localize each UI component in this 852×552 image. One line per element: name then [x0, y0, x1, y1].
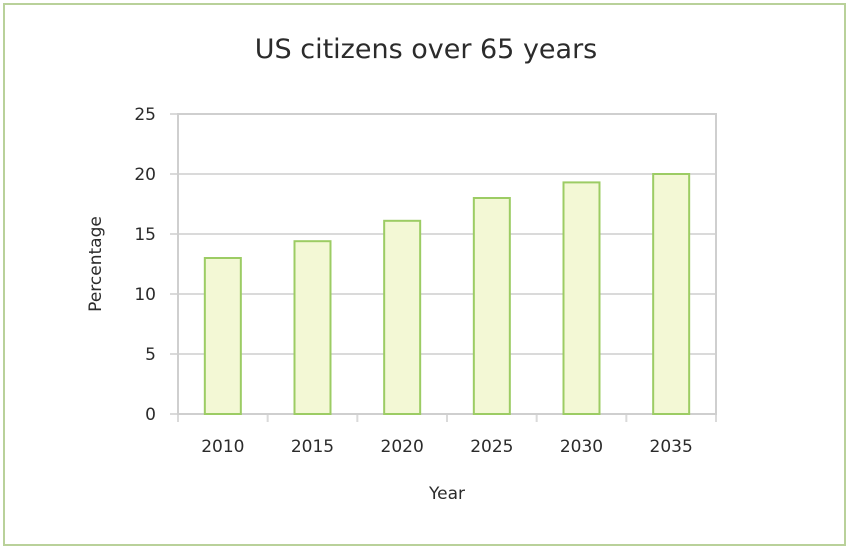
bar-2020	[383, 219, 422, 415]
y-tick-label: 20	[134, 165, 156, 185]
y-tick-label: 0	[145, 405, 156, 425]
y-tick-label: 25	[134, 105, 156, 125]
plot-area	[177, 113, 717, 415]
x-tick-labels: 2010 2015 2020 2025 2030 2035	[201, 437, 693, 457]
y-tick-labels: 0 5 10 15 20 25	[134, 105, 156, 425]
x-tick-label: 2010	[201, 437, 244, 457]
x-tick-label: 2020	[381, 437, 424, 457]
x-tick-label: 2030	[560, 437, 603, 457]
grid-lines	[170, 113, 717, 422]
y-tick-label: 10	[134, 285, 156, 305]
y-axis-label: Percentage	[86, 216, 106, 312]
x-tick-label: 2015	[291, 437, 334, 457]
chart-frame	[3, 3, 846, 546]
bar-2010	[203, 257, 242, 415]
bar-2025	[472, 197, 511, 415]
bars	[203, 173, 691, 415]
bar-2015	[293, 240, 332, 415]
x-tick-label: 2025	[470, 437, 513, 457]
bar-2030	[562, 181, 601, 415]
chart-title: US citizens over 65 years	[255, 34, 598, 65]
bar-2035	[652, 173, 691, 415]
y-tick-label: 5	[145, 345, 156, 365]
x-tick-label: 2035	[650, 437, 693, 457]
x-axis-label: Year	[428, 484, 465, 504]
y-tick-label: 15	[134, 225, 156, 245]
